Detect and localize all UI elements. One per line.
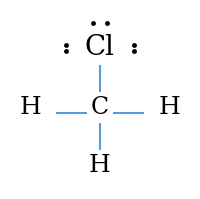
- Text: H: H: [89, 154, 111, 177]
- Text: H: H: [159, 96, 181, 119]
- Text: Cl: Cl: [85, 34, 115, 61]
- Text: C: C: [91, 96, 109, 119]
- Text: H: H: [19, 96, 41, 119]
